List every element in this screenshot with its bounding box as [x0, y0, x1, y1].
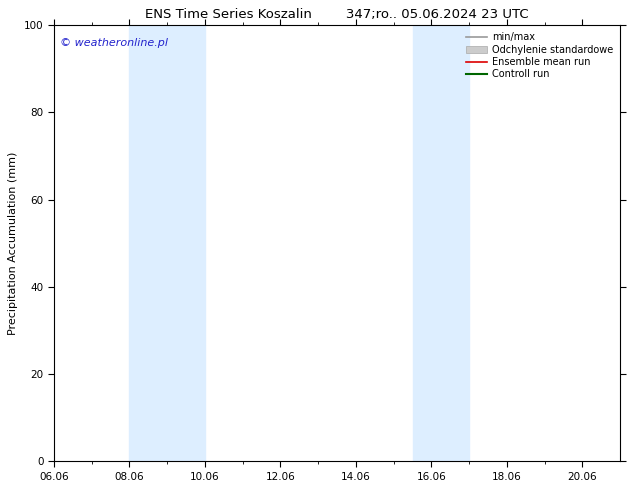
Y-axis label: Precipitation Accumulation (mm): Precipitation Accumulation (mm)	[8, 151, 18, 335]
Title: ENS Time Series Koszalin        347;ro.. 05.06.2024 23 UTC: ENS Time Series Koszalin 347;ro.. 05.06.…	[145, 8, 529, 22]
Text: © weatheronline.pl: © weatheronline.pl	[60, 38, 167, 49]
Bar	[129, 25, 205, 461]
Bar	[413, 25, 469, 461]
Legend: min/max, Odchylenie standardowe, Ensemble mean run, Controll run: min/max, Odchylenie standardowe, Ensembl…	[464, 30, 615, 81]
